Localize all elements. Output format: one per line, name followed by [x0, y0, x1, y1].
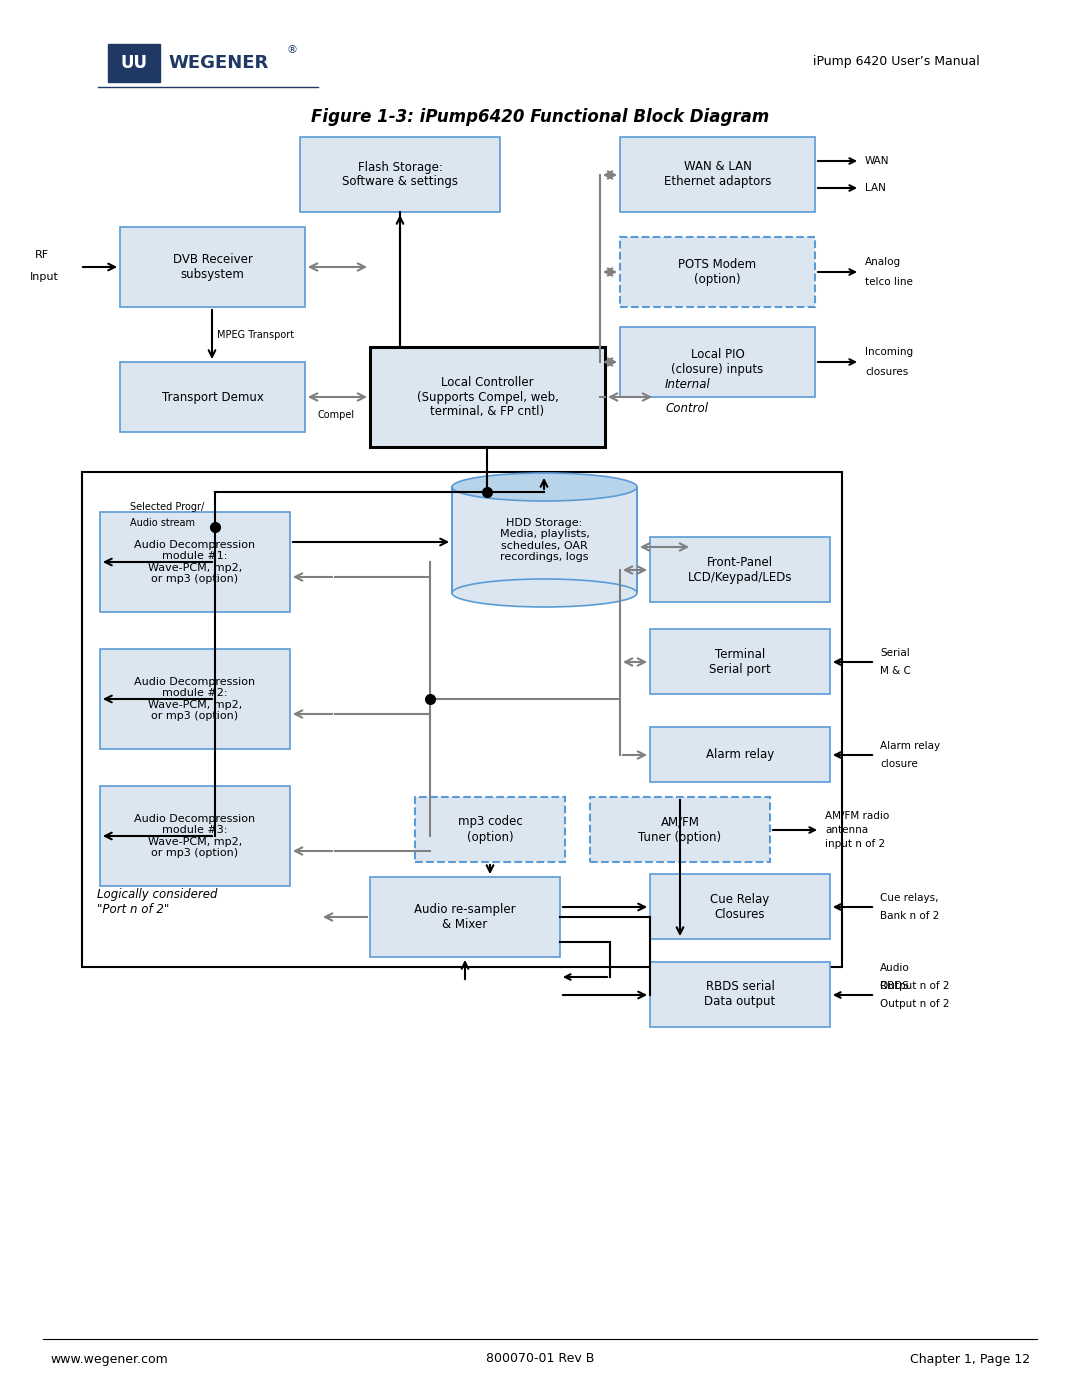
Text: Output n of 2: Output n of 2: [880, 981, 949, 990]
Bar: [650, 629, 831, 694]
Text: WEGENER: WEGENER: [168, 54, 268, 73]
Text: Internal: Internal: [665, 379, 711, 391]
Text: Input: Input: [30, 272, 59, 282]
Text: LAN: LAN: [865, 183, 886, 193]
Text: Cue Relay
Closures: Cue Relay Closures: [711, 893, 770, 921]
Text: Local PIO
(closure) inputs: Local PIO (closure) inputs: [672, 348, 764, 376]
Text: Serial: Serial: [880, 648, 909, 658]
Bar: [370, 346, 605, 447]
Text: Bank n of 2: Bank n of 2: [880, 911, 940, 921]
Text: 800070-01 Rev B: 800070-01 Rev B: [486, 1352, 594, 1365]
Text: telco line: telco line: [865, 277, 913, 286]
Text: Output n of 2: Output n of 2: [880, 999, 949, 1009]
Text: Transport Demux: Transport Demux: [162, 391, 264, 404]
Bar: [453, 488, 637, 592]
Text: Incoming: Incoming: [865, 346, 913, 358]
Text: DVB Receiver
subsystem: DVB Receiver subsystem: [173, 253, 253, 281]
Text: Terminal
Serial port: Terminal Serial port: [710, 647, 771, 676]
Bar: [108, 43, 160, 82]
Text: HDD Storage:
Media, playlists,
schedules, OAR
recordings, logs: HDD Storage: Media, playlists, schedules…: [500, 518, 590, 563]
Text: Audio: Audio: [880, 963, 909, 972]
Ellipse shape: [453, 578, 637, 608]
Text: Audio Decompression
module #1:
Wave-PCM, mp2,
or mp3 (option): Audio Decompression module #1: Wave-PCM,…: [134, 539, 256, 584]
Text: ®: ®: [286, 45, 297, 54]
Text: iPump 6420 User’s Manual: iPump 6420 User’s Manual: [813, 56, 980, 68]
Text: closure: closure: [880, 759, 918, 768]
Bar: [82, 472, 842, 967]
Text: closures: closures: [865, 367, 908, 377]
Bar: [620, 327, 815, 397]
Bar: [300, 137, 500, 212]
Bar: [650, 963, 831, 1027]
Bar: [590, 798, 770, 862]
Text: mp3 codec
(option): mp3 codec (option): [458, 816, 523, 844]
Text: Alarm relay: Alarm relay: [880, 740, 940, 752]
Text: Logically considered
"Port n of 2": Logically considered "Port n of 2": [97, 888, 217, 916]
Text: AM/FM
Tuner (option): AM/FM Tuner (option): [638, 816, 721, 844]
Text: Analog: Analog: [865, 257, 901, 267]
Bar: [650, 536, 831, 602]
Text: Audio stream: Audio stream: [130, 518, 195, 528]
Text: M & C: M & C: [880, 666, 910, 676]
Text: Audio re-sampler
& Mixer: Audio re-sampler & Mixer: [415, 902, 516, 930]
Bar: [370, 877, 561, 957]
Text: Local Controller
(Supports Compel, web,
terminal, & FP cntl): Local Controller (Supports Compel, web, …: [417, 376, 558, 419]
Text: RF: RF: [35, 250, 49, 260]
Bar: [120, 362, 305, 432]
Bar: [650, 726, 831, 782]
Bar: [100, 787, 291, 886]
Bar: [650, 875, 831, 939]
Text: Cue relays,: Cue relays,: [880, 893, 939, 902]
Text: RBDS: RBDS: [880, 981, 909, 990]
Bar: [620, 137, 815, 212]
Bar: [100, 511, 291, 612]
Text: input n of 2: input n of 2: [825, 840, 886, 849]
Text: Compel: Compel: [318, 409, 354, 420]
Text: WAN: WAN: [865, 156, 890, 166]
Bar: [620, 237, 815, 307]
Text: Selected Progr/: Selected Progr/: [130, 502, 204, 511]
Text: Audio Decompression
module #3:
Wave-PCM, mp2,
or mp3 (option): Audio Decompression module #3: Wave-PCM,…: [134, 813, 256, 858]
Text: Flash Storage:
Software & settings: Flash Storage: Software & settings: [342, 161, 458, 189]
Text: WAN & LAN
Ethernet adaptors: WAN & LAN Ethernet adaptors: [664, 161, 771, 189]
Text: RBDS serial
Data output: RBDS serial Data output: [704, 981, 775, 1009]
Text: Control: Control: [665, 402, 708, 415]
Text: AM/FM radio: AM/FM radio: [825, 812, 889, 821]
Bar: [100, 650, 291, 749]
Text: Chapter 1, Page 12: Chapter 1, Page 12: [909, 1352, 1030, 1365]
Text: Front-Panel
LCD/Keypad/LEDs: Front-Panel LCD/Keypad/LEDs: [688, 556, 793, 584]
Text: antenna: antenna: [825, 826, 868, 835]
Bar: [120, 226, 305, 307]
Bar: [415, 798, 565, 862]
Ellipse shape: [453, 474, 637, 502]
Text: MPEG Transport: MPEG Transport: [217, 330, 294, 339]
Text: POTS Modem
(option): POTS Modem (option): [678, 258, 757, 286]
Text: Alarm relay: Alarm relay: [706, 747, 774, 761]
Text: Audio Decompression
module #2:
Wave-PCM, mp2,
or mp3 (option): Audio Decompression module #2: Wave-PCM,…: [134, 676, 256, 721]
Text: www.wegener.com: www.wegener.com: [50, 1352, 167, 1365]
Text: UU: UU: [121, 54, 148, 73]
Text: Figure 1-3: iPump6420 Functional Block Diagram: Figure 1-3: iPump6420 Functional Block D…: [311, 108, 769, 126]
